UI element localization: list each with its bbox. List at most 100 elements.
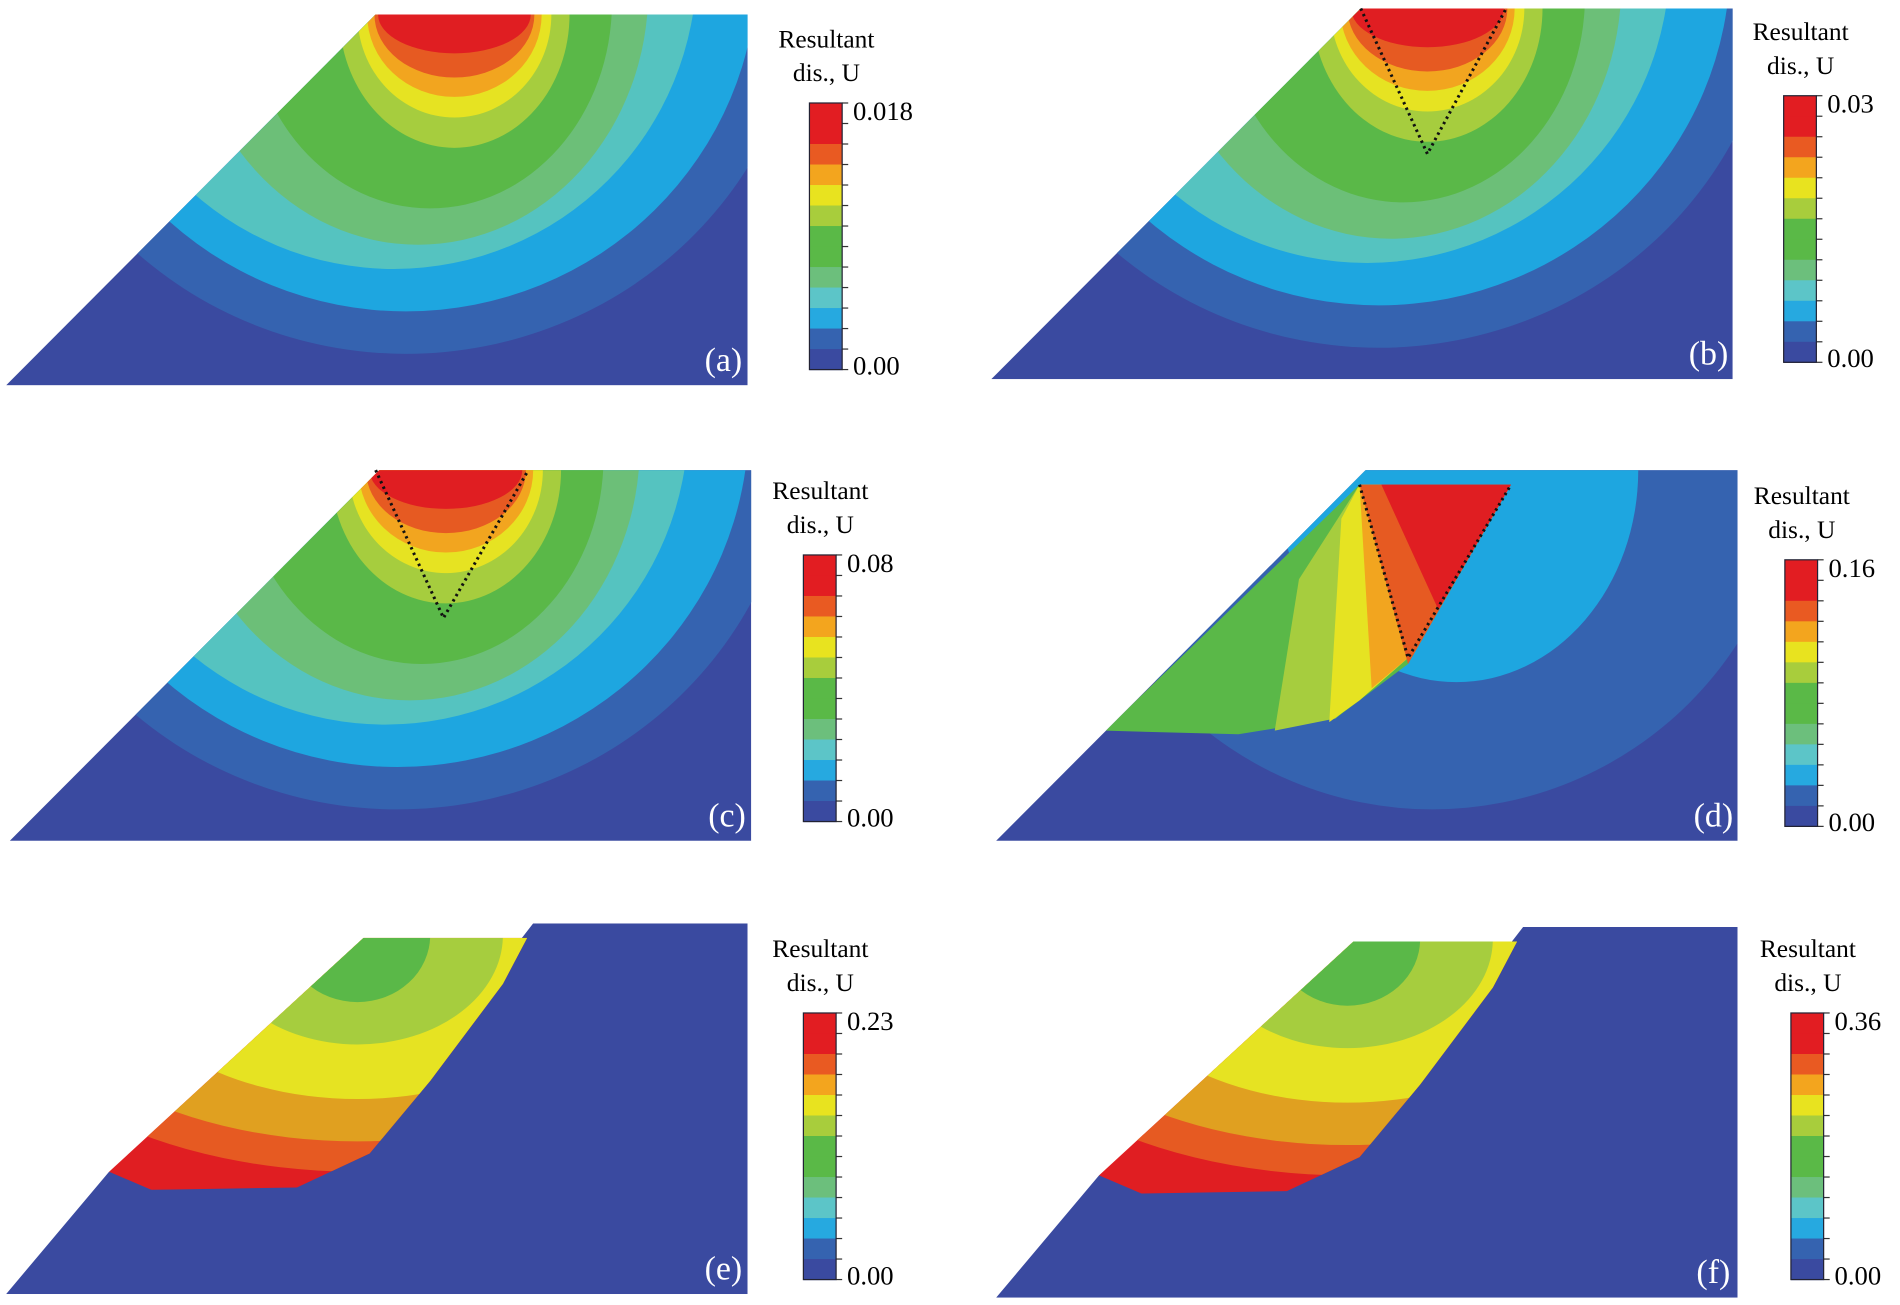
colorbar-band bbox=[1783, 259, 1817, 281]
colorbar-band bbox=[803, 554, 837, 577]
panel-label: (c) bbox=[708, 797, 746, 834]
legend-title: dis., U bbox=[1768, 515, 1835, 544]
colorbar-band bbox=[809, 287, 843, 309]
colorbar-band bbox=[1783, 177, 1817, 199]
colorbar-legend: Resultant dis., U 0.23 0.00 bbox=[772, 934, 893, 1290]
colorbar-band bbox=[803, 719, 837, 741]
colorbar-band bbox=[1784, 744, 1818, 766]
legend-title: dis., U bbox=[1774, 968, 1841, 997]
colorbar-band bbox=[803, 636, 837, 659]
colorbar-band bbox=[1790, 1053, 1824, 1076]
colorbar-band bbox=[1783, 280, 1817, 302]
colorbar-band bbox=[809, 308, 843, 330]
contour-band bbox=[1359, 484, 1409, 689]
colorbar-band bbox=[1790, 1177, 1824, 1199]
colorbar-band bbox=[803, 1238, 837, 1260]
colorbar-max-label: 0.36 bbox=[1835, 1006, 1882, 1036]
colorbar-band bbox=[1784, 785, 1818, 807]
colorbar-band bbox=[809, 205, 843, 227]
colorbar-band bbox=[803, 739, 837, 761]
colorbar-band bbox=[809, 144, 843, 166]
colorbar-band bbox=[1783, 341, 1817, 363]
colorbar-band bbox=[1784, 600, 1818, 622]
colorbar-band bbox=[803, 1053, 837, 1076]
colorbar-band bbox=[803, 657, 837, 679]
panel-label: (e) bbox=[705, 1251, 743, 1288]
legend-title: dis., U bbox=[793, 58, 860, 87]
contour-plot bbox=[996, 470, 1738, 841]
panel-b: (b) bbox=[991, 7, 1733, 380]
colorbar-band bbox=[1784, 723, 1818, 745]
colorbar-band bbox=[1783, 116, 1817, 138]
colorbar-band bbox=[1790, 1259, 1824, 1281]
colorbar-band bbox=[1784, 580, 1818, 602]
colorbar-band bbox=[809, 328, 843, 350]
colorbar-band bbox=[1784, 682, 1818, 704]
colorbar-band bbox=[1783, 198, 1817, 220]
colorbar-band bbox=[1784, 764, 1818, 786]
colorbar-frame bbox=[1790, 1012, 1825, 1281]
colorbar-band bbox=[803, 1012, 837, 1035]
colorbar-band bbox=[1790, 1238, 1824, 1260]
contour-band bbox=[1381, 484, 1512, 610]
colorbar-band bbox=[803, 1136, 837, 1158]
colorbar-band bbox=[1783, 239, 1817, 261]
colorbar-max-label: 0.16 bbox=[1828, 553, 1875, 583]
contour-band bbox=[369, 470, 523, 509]
contour-band bbox=[284, 937, 431, 1003]
colorbar-band bbox=[1783, 157, 1817, 179]
legend-title: Resultant bbox=[772, 934, 868, 963]
colorbar-band bbox=[803, 780, 837, 802]
colorbar-band bbox=[803, 616, 837, 638]
colorbar-min-label: 0.00 bbox=[853, 350, 900, 380]
colorbar-legend: Resultant dis., U 0.08 0.00 bbox=[772, 476, 893, 832]
colorbar-frame bbox=[808, 102, 843, 371]
colorbar-band bbox=[1784, 621, 1818, 643]
colorbar-band bbox=[1783, 136, 1817, 158]
colorbar-min-label: 0.00 bbox=[847, 1260, 894, 1290]
colorbar-band bbox=[1790, 1218, 1824, 1240]
colorbar-min-label: 0.00 bbox=[1828, 807, 1875, 837]
legend-title: Resultant bbox=[778, 24, 874, 53]
colorbar-band bbox=[809, 185, 843, 207]
colorbar-band bbox=[803, 801, 837, 823]
colorbar-band bbox=[803, 1033, 837, 1055]
contour-band bbox=[1202, 941, 1493, 1049]
colorbar-band bbox=[803, 698, 837, 720]
contour-band bbox=[1351, 8, 1504, 48]
colorbar-band bbox=[1784, 559, 1818, 581]
colorbar-band bbox=[1783, 300, 1817, 322]
panel-label: (b) bbox=[1689, 336, 1729, 373]
legend-title: Resultant bbox=[1754, 481, 1850, 510]
colorbar-band bbox=[803, 1074, 837, 1096]
colorbar-band bbox=[809, 123, 843, 145]
legend-title: dis., U bbox=[1767, 51, 1834, 80]
colorbar-max-label: 0.08 bbox=[847, 548, 894, 578]
colorbar-legend: Resultant dis., U 0.36 0.00 bbox=[1760, 934, 1881, 1290]
colorbar-band bbox=[1783, 95, 1817, 117]
colorbar-max-label: 0.018 bbox=[853, 96, 913, 126]
colorbar-band bbox=[1784, 662, 1818, 684]
colorbar-frame bbox=[1784, 559, 1819, 827]
colorbar-band bbox=[803, 760, 837, 782]
colorbar-band bbox=[803, 1115, 837, 1137]
legend-title: Resultant bbox=[1760, 934, 1856, 963]
panel-label: (d) bbox=[1694, 797, 1734, 834]
colorbar-band bbox=[809, 246, 843, 268]
panel-d: (d) bbox=[996, 470, 1738, 841]
colorbar-frame bbox=[802, 1012, 837, 1281]
legend-title: dis., U bbox=[787, 968, 854, 997]
colorbar-band bbox=[1783, 218, 1817, 240]
colorbar-band bbox=[1783, 321, 1817, 343]
colorbar-band bbox=[803, 1156, 837, 1178]
colorbar-band bbox=[1790, 1033, 1824, 1055]
colorbar-band bbox=[1784, 805, 1818, 827]
colorbar-band bbox=[803, 1177, 837, 1199]
legend-title: Resultant bbox=[1753, 17, 1849, 46]
colorbar-band bbox=[1790, 1136, 1824, 1158]
contour-band bbox=[1274, 941, 1421, 1006]
colorbar-band bbox=[809, 226, 843, 248]
contour-plot bbox=[6, 14, 748, 386]
colorbar-legend: Resultant dis., U 0.16 0.00 bbox=[1754, 481, 1875, 837]
